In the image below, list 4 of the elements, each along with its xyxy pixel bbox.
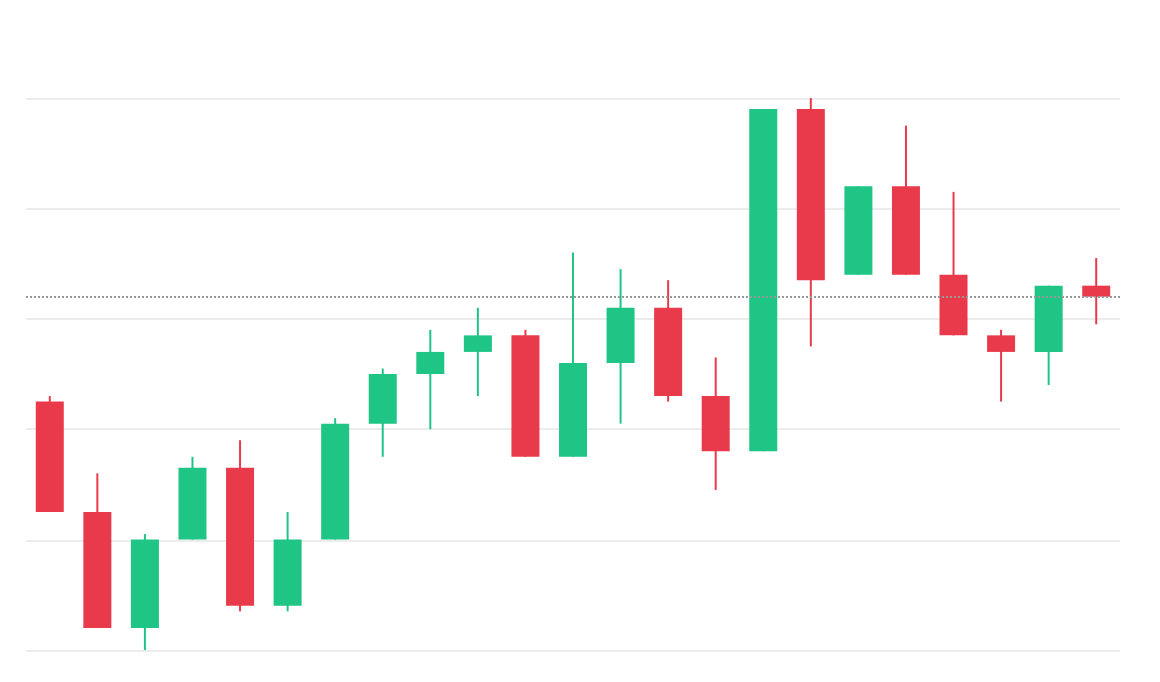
candlestick bbox=[987, 328, 1016, 403]
candlestick bbox=[416, 328, 445, 431]
candlestick bbox=[1082, 257, 1111, 326]
candlestick bbox=[463, 306, 492, 398]
